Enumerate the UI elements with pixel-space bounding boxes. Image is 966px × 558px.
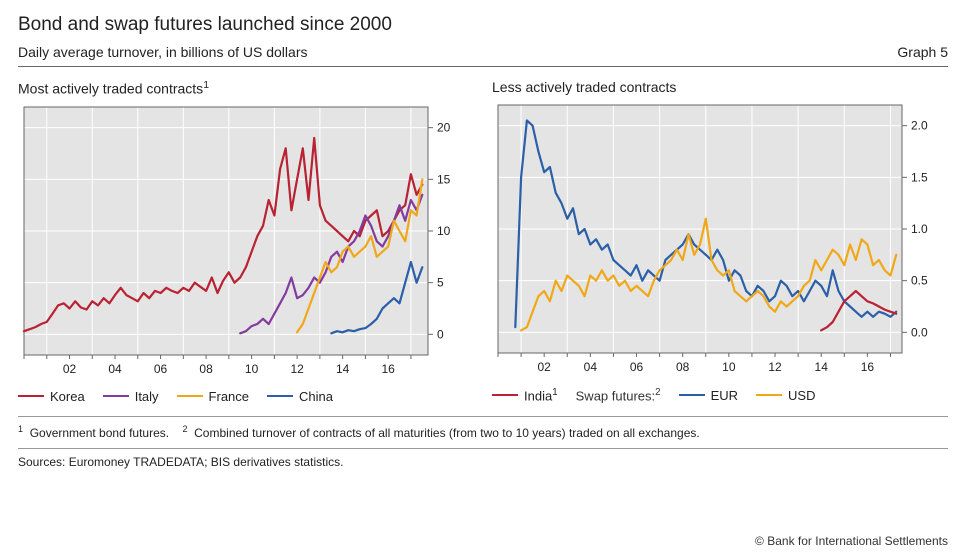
svg-text:16: 16 (861, 360, 875, 374)
svg-text:20: 20 (437, 120, 451, 134)
svg-text:16: 16 (381, 362, 395, 376)
left-panel: Most actively traded contracts1 0 5 10 15 20… (18, 79, 474, 404)
svg-text:04: 04 (108, 362, 122, 376)
legend-group-label: Swap futures:2 (576, 387, 661, 403)
svg-text:0.0: 0.0 (911, 325, 928, 339)
legend-item: EUR (679, 388, 738, 403)
right-panel: Less actively traded contracts 0.0 0.5 1.0… (492, 79, 948, 404)
footnotes: 1 Government bond futures. 2 Combined tu… (18, 416, 948, 449)
subtitle: Daily average turnover, in billions of U… (18, 44, 307, 60)
left-legend: Korea Italy France China (18, 389, 474, 404)
svg-text:02: 02 (63, 362, 77, 376)
svg-text:5: 5 (437, 275, 444, 289)
right-legend: India1 Swap futures:2 EUR USD (492, 387, 948, 403)
svg-text:08: 08 (676, 360, 690, 374)
sources: Sources: Euromoney TRADEDATA; BIS deriva… (18, 455, 948, 469)
svg-text:08: 08 (199, 362, 213, 376)
legend-item: China (267, 389, 333, 404)
svg-text:14: 14 (815, 360, 829, 374)
legend-item: France (177, 389, 249, 404)
legend-item: India1 (492, 387, 558, 403)
svg-text:2.0: 2.0 (911, 119, 928, 133)
svg-text:10: 10 (437, 224, 451, 238)
svg-text:10: 10 (722, 360, 736, 374)
legend-item: Italy (103, 389, 159, 404)
right-panel-title: Less actively traded contracts (492, 79, 948, 95)
panels-row: Most actively traded contracts1 0 5 10 15 20… (18, 79, 948, 404)
svg-text:15: 15 (437, 172, 451, 186)
legend-item: USD (756, 388, 815, 403)
legend-item: Korea (18, 389, 85, 404)
left-panel-title: Most actively traded contracts1 (18, 79, 474, 97)
left-chart: 0 5 10 15 20 02 04 06 08 10 12 14 16 (18, 103, 470, 383)
svg-text:06: 06 (630, 360, 644, 374)
svg-text:0.5: 0.5 (911, 274, 928, 288)
main-title: Bond and swap futures launched since 200… (18, 14, 392, 36)
graph-number: Graph 5 (897, 44, 948, 60)
svg-text:02: 02 (537, 360, 551, 374)
svg-text:10: 10 (245, 362, 259, 376)
svg-text:04: 04 (584, 360, 598, 374)
svg-text:1.5: 1.5 (911, 170, 928, 184)
svg-text:14: 14 (336, 362, 350, 376)
svg-text:12: 12 (768, 360, 782, 374)
right-chart: 0.0 0.5 1.0 1.5 2.0 02 04 06 08 10 12 14 16 (492, 101, 944, 381)
svg-text:12: 12 (290, 362, 304, 376)
svg-text:06: 06 (154, 362, 168, 376)
svg-text:0: 0 (437, 327, 444, 341)
svg-text:1.0: 1.0 (911, 222, 928, 236)
copyright: © Bank for International Settlements (755, 534, 948, 548)
